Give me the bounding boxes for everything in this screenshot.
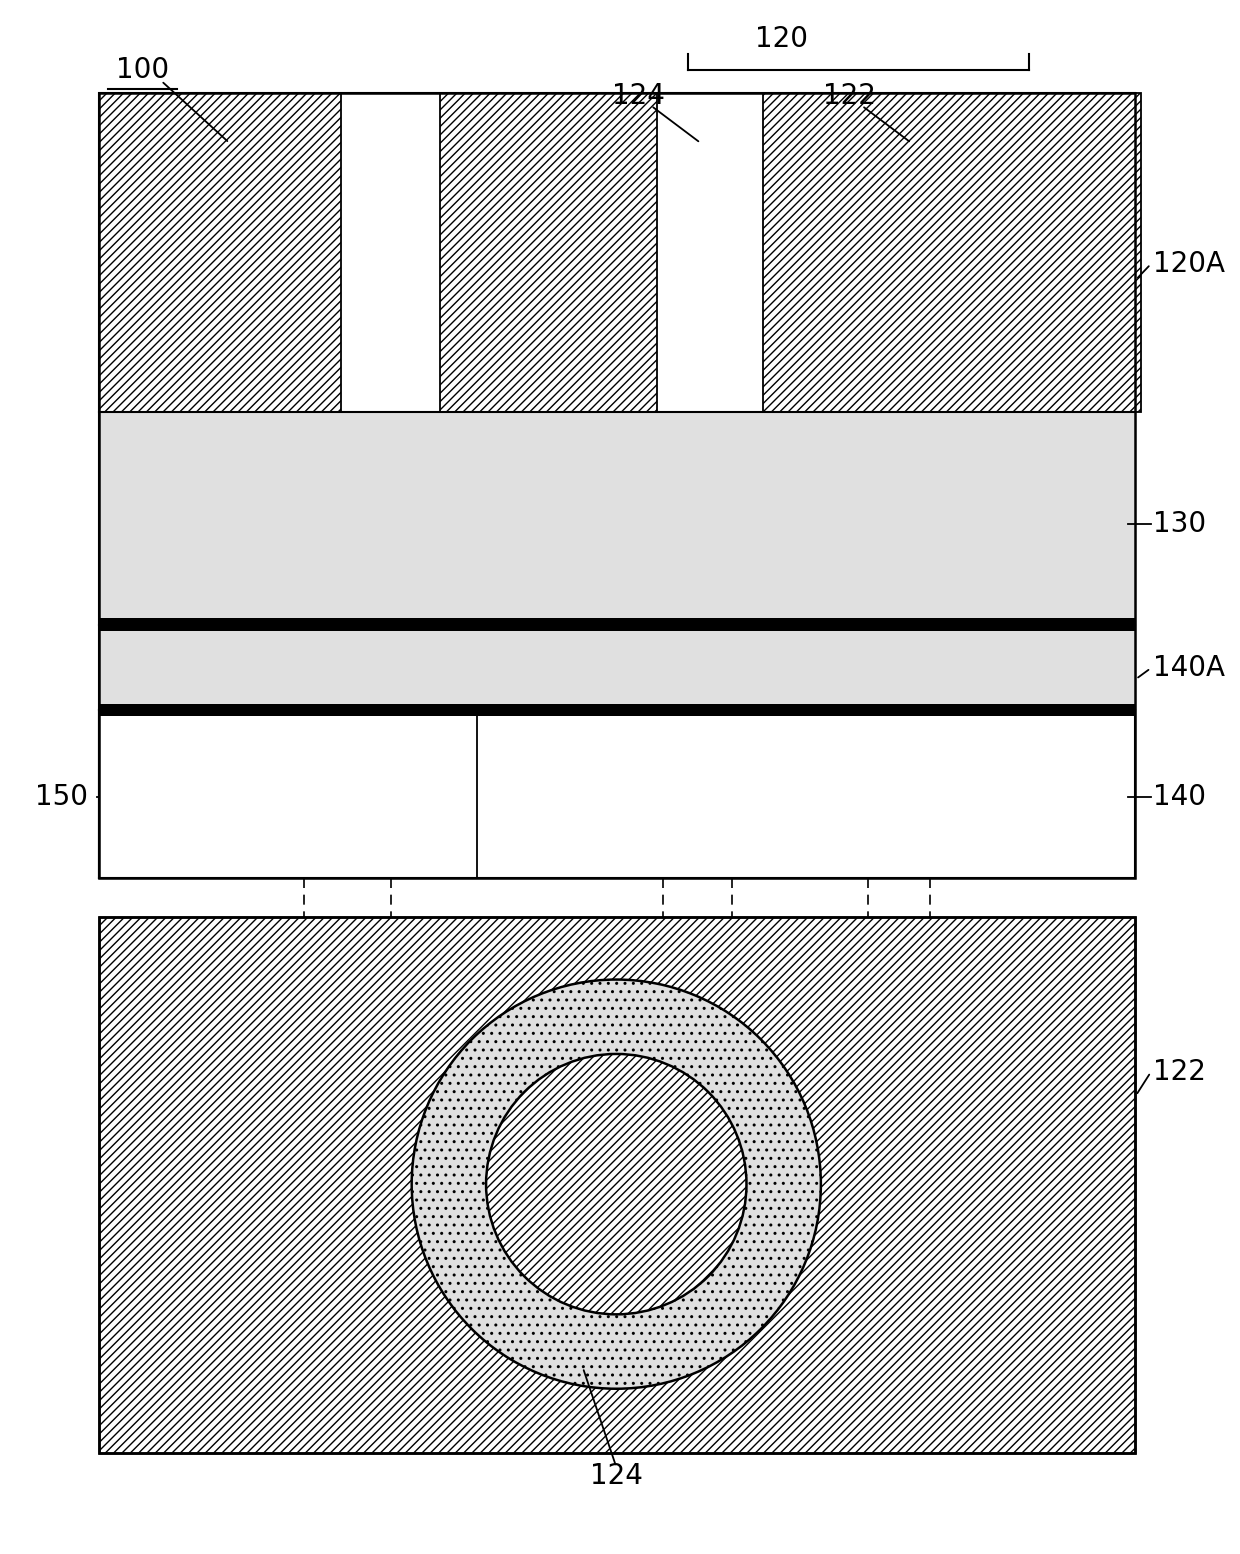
Bar xyxy=(99,704,1135,716)
Bar xyxy=(99,710,477,878)
Ellipse shape xyxy=(412,979,821,1389)
Text: 122: 122 xyxy=(823,82,875,110)
Text: 100: 100 xyxy=(117,56,169,84)
Ellipse shape xyxy=(486,1054,746,1315)
Text: 130: 130 xyxy=(1153,510,1207,538)
Text: 140: 140 xyxy=(1153,783,1207,811)
Bar xyxy=(477,710,1135,878)
Text: 120: 120 xyxy=(755,25,807,53)
Bar xyxy=(99,412,1135,622)
Text: 124: 124 xyxy=(613,82,665,110)
Text: 124: 124 xyxy=(590,1462,642,1490)
Bar xyxy=(99,93,1135,878)
Text: 140A: 140A xyxy=(1153,654,1225,682)
Bar xyxy=(99,917,1135,1453)
Text: 150: 150 xyxy=(35,783,88,811)
Bar xyxy=(99,618,1135,631)
Bar xyxy=(99,93,341,412)
Bar xyxy=(99,917,1135,1453)
Bar xyxy=(763,93,1141,412)
Bar xyxy=(99,93,1135,878)
Text: 122: 122 xyxy=(1153,1058,1207,1086)
Bar xyxy=(99,625,1135,707)
Bar xyxy=(440,93,657,412)
Text: 120A: 120A xyxy=(1153,250,1225,278)
